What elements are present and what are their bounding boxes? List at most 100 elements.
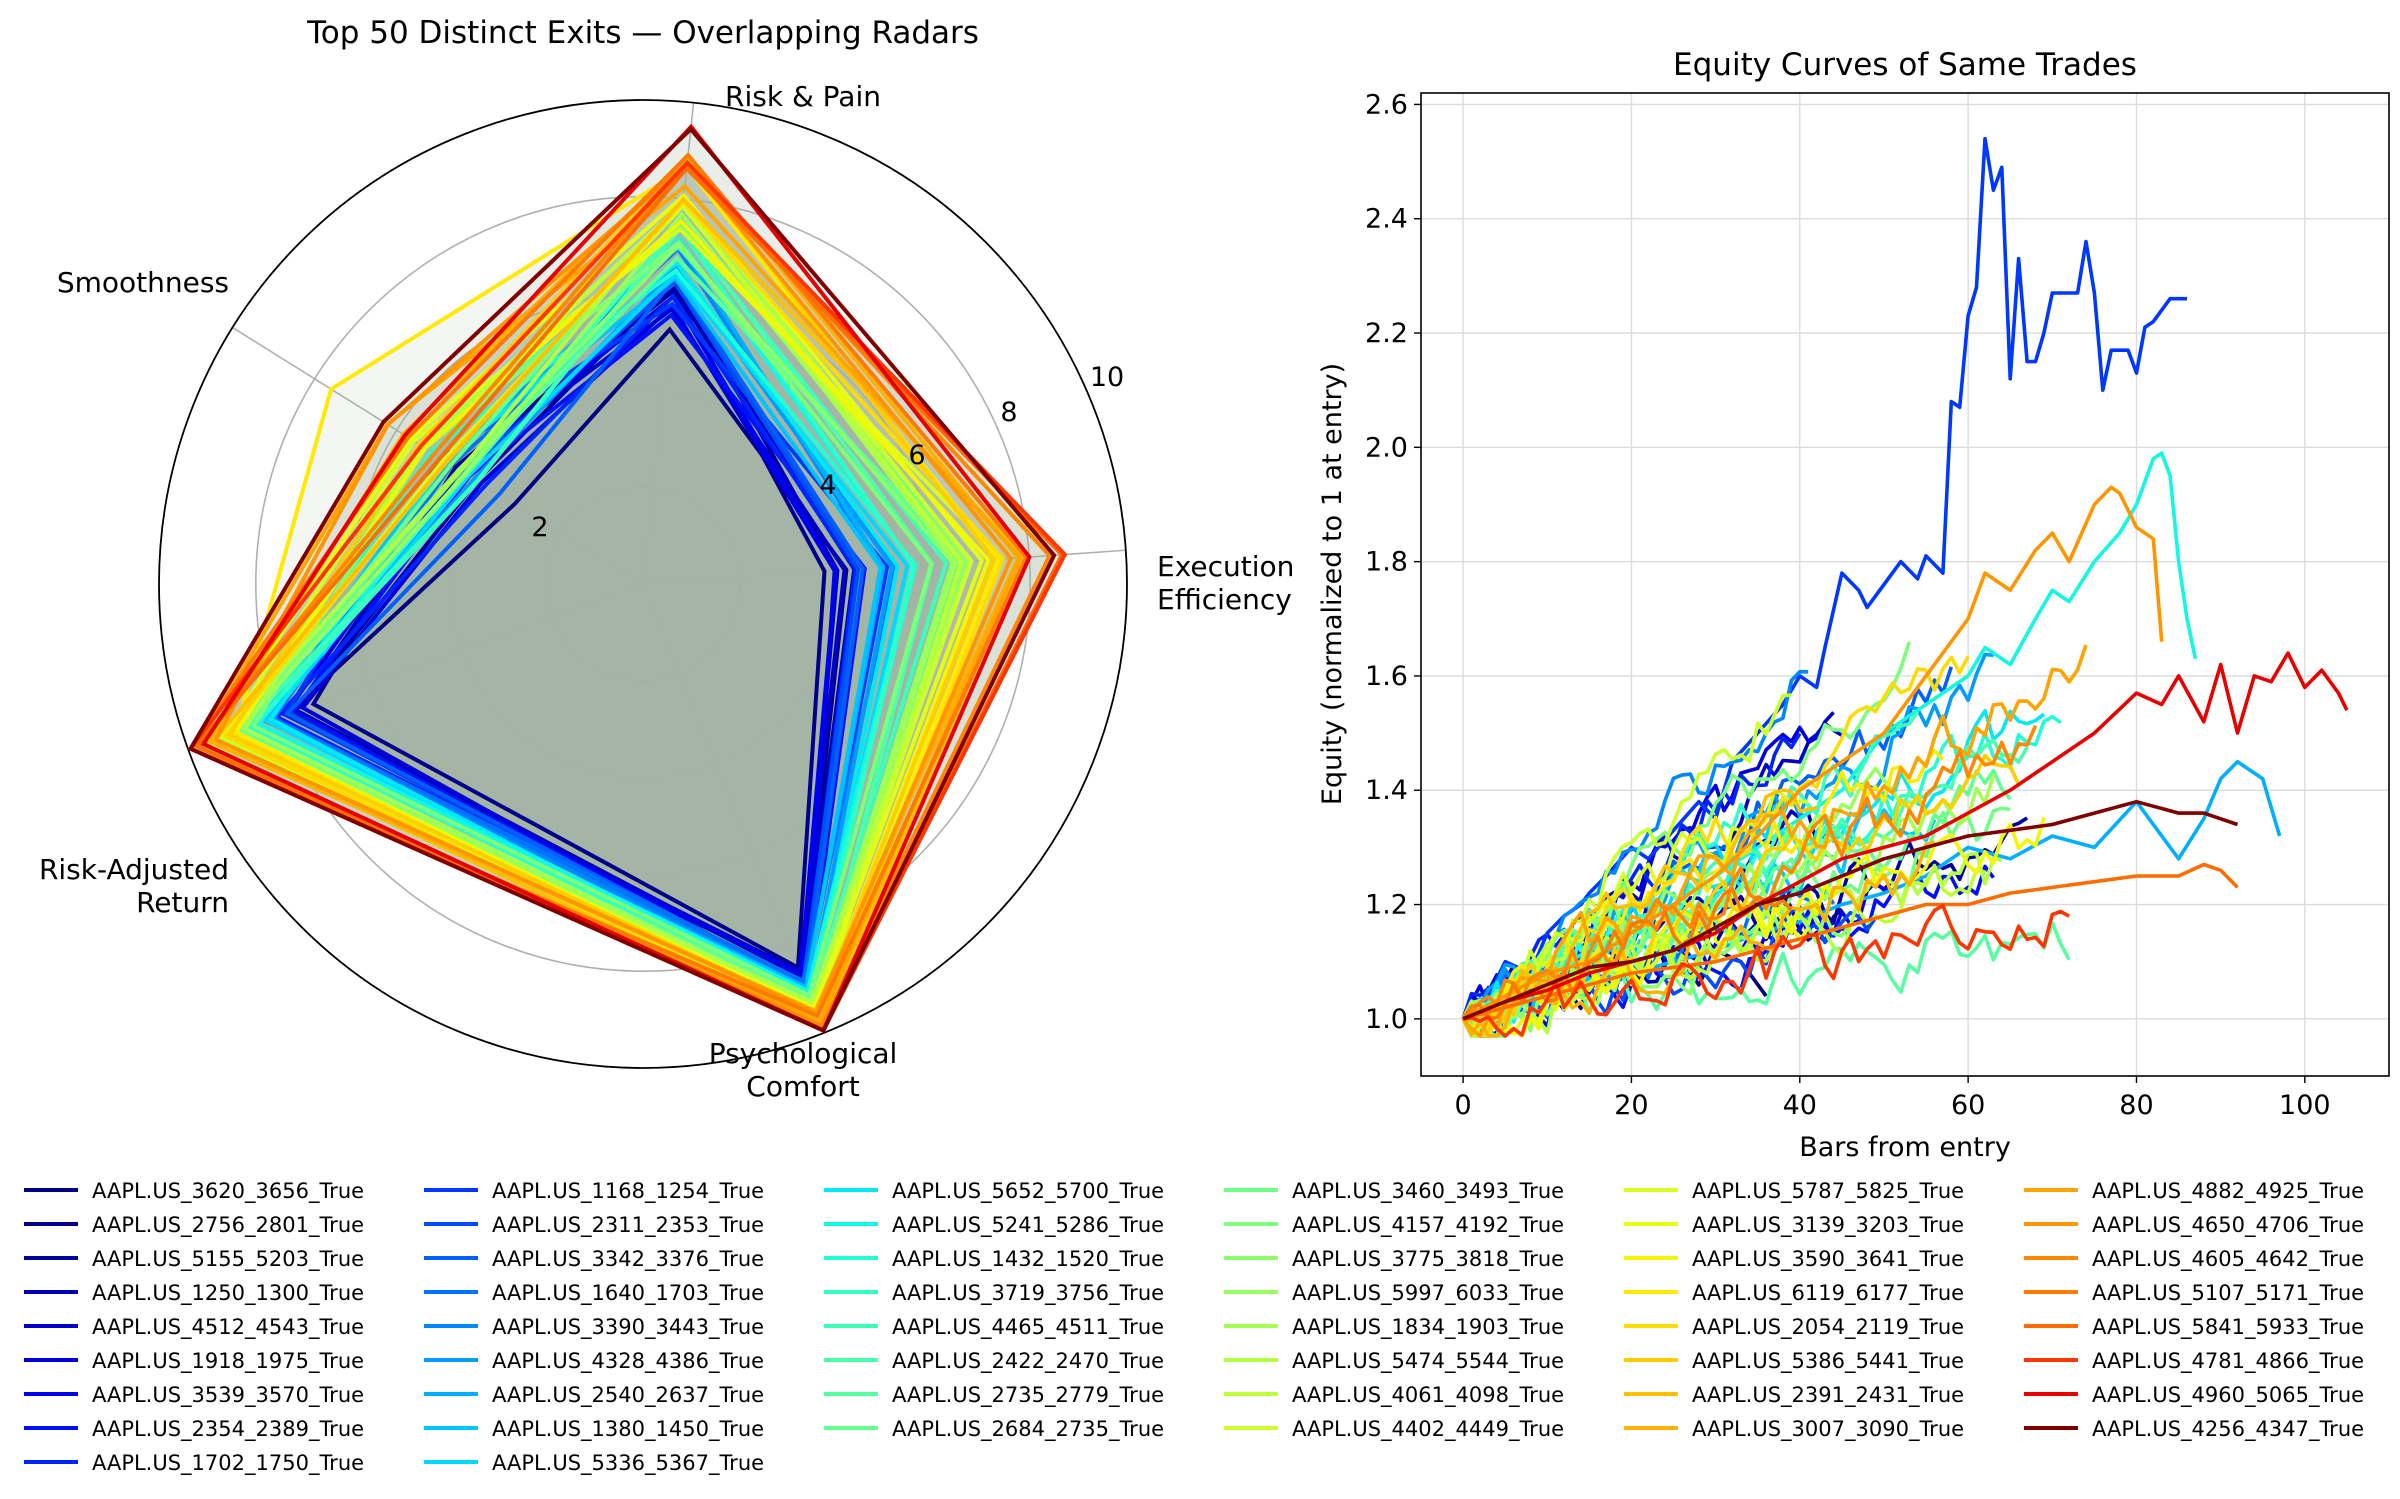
y-tick-label: 1.0 bbox=[1365, 1004, 1408, 1035]
x-tick-label: 20 bbox=[1614, 1090, 1648, 1121]
x-axis-label: Bars from entry bbox=[1799, 1132, 2011, 1163]
radar-axis-label-line: Risk & Pain bbox=[725, 80, 881, 113]
radar-tick-label: 2 bbox=[531, 512, 548, 543]
legend-label: AAPL.US_4157_4192_True bbox=[1292, 1213, 1564, 1238]
series-line bbox=[1462, 724, 2038, 1021]
radar-fill bbox=[284, 296, 836, 975]
radar-spoke bbox=[232, 326, 644, 585]
y-tick-label: 2.6 bbox=[1365, 89, 1408, 120]
radar-fill bbox=[285, 309, 845, 972]
legend-label: AAPL.US_4781_4866_True bbox=[2092, 1349, 2364, 1374]
radar-outer-frame bbox=[158, 99, 1128, 1069]
legend-label: AAPL.US_3139_3203_True bbox=[1692, 1213, 1964, 1238]
radar-fill bbox=[249, 270, 916, 996]
radar-polygon bbox=[187, 126, 1057, 1034]
radar-fill bbox=[256, 267, 892, 995]
legend-label: AAPL.US_5386_5441_True bbox=[1692, 1349, 1964, 1374]
series-line bbox=[1462, 788, 1817, 1029]
radar-grid bbox=[158, 99, 1128, 1069]
legend-label: AAPL.US_1432_1520_True bbox=[892, 1247, 1164, 1272]
y-axis-label: Equity (normalized to 1 at entry) bbox=[1317, 363, 1348, 805]
chart-grid bbox=[1421, 93, 2389, 1076]
legend: AAPL.US_3620_3656_True AAPL.US_2756_2801_… bbox=[24, 1179, 2364, 1476]
legend-label: AAPL.US_1168_1254_True bbox=[492, 1179, 764, 1204]
legend-label: AAPL.US_2422_2470_True bbox=[892, 1349, 1164, 1374]
legend-label: AAPL.US_3342_3376_True bbox=[492, 1247, 764, 1272]
radar-fill bbox=[293, 315, 865, 990]
x-tick-label: 60 bbox=[1951, 1090, 1985, 1121]
radar-polygons bbox=[187, 123, 1068, 1034]
x-tick-label: 0 bbox=[1454, 1090, 1471, 1121]
legend-label: AAPL.US_5997_6033_True bbox=[1292, 1281, 1564, 1306]
legend-label: AAPL.US_4960_5065_True bbox=[2092, 1383, 2364, 1408]
legend-label: AAPL.US_1918_1975_True bbox=[92, 1349, 364, 1374]
radar-line-group bbox=[187, 123, 1068, 1034]
legend-label: AAPL.US_3539_3570_True bbox=[92, 1383, 364, 1408]
legend-label: AAPL.US_6119_6177_True bbox=[1692, 1281, 1964, 1306]
radar-polygon bbox=[284, 274, 865, 989]
legend-label: AAPL.US_3620_3656_True bbox=[92, 1179, 364, 1204]
legend-label: AAPL.US_5787_5825_True bbox=[1692, 1179, 1964, 1204]
legend-label: AAPL.US_4512_4543_True bbox=[92, 1315, 364, 1340]
legend-label: AAPL.US_2311_2353_True bbox=[492, 1213, 764, 1238]
legend-label: AAPL.US_1250_1300_True bbox=[92, 1281, 364, 1306]
series-line bbox=[1462, 799, 2239, 1021]
radar-fill bbox=[271, 262, 898, 1001]
radar-fill bbox=[254, 242, 884, 987]
line-chart: Equity Curves of Same Trades 0 20 40 60 80 10… bbox=[1317, 47, 2390, 1163]
radar-polygon bbox=[212, 160, 1014, 1016]
legend-label: AAPL.US_2054_2119_True bbox=[1692, 1315, 1964, 1340]
legend-label: AAPL.US_2354_2389_True bbox=[92, 1417, 364, 1442]
legend-label: AAPL.US_1380_1450_True bbox=[492, 1417, 764, 1442]
legend-label: AAPL.US_2540_2637_True bbox=[492, 1383, 764, 1408]
radar-tick-label: 6 bbox=[908, 440, 925, 471]
legend-label: AAPL.US_2756_2801_True bbox=[92, 1213, 364, 1238]
radar-tick-label: 8 bbox=[1000, 397, 1017, 428]
legend-label: AAPL.US_1640_1703_True bbox=[492, 1281, 764, 1306]
radar-fill bbox=[288, 329, 847, 977]
series-line bbox=[1462, 903, 2070, 1038]
legend-label: AAPL.US_2735_2779_True bbox=[892, 1383, 1164, 1408]
radar-ring bbox=[545, 486, 741, 682]
radar-polygon bbox=[242, 201, 958, 1010]
radar-title: Top 50 Distinct Exits — Overlapping Rada… bbox=[306, 15, 979, 51]
legend-label: AAPL.US_1702_1750_True bbox=[92, 1451, 364, 1476]
legend-label: AAPL.US_4256_4347_True bbox=[2092, 1417, 2364, 1442]
legend-label: AAPL.US_5474_5544_True bbox=[1292, 1349, 1564, 1374]
legend-label: AAPL.US_3390_3443_True bbox=[492, 1315, 764, 1340]
legend-label: AAPL.US_3719_3756_True bbox=[892, 1281, 1164, 1306]
y-tick-label: 1.6 bbox=[1365, 661, 1408, 692]
legend-label: AAPL.US_2391_2431_True bbox=[1692, 1383, 1964, 1408]
chart-ticks: 0 20 40 60 80 100 1.0 1.2 1.4 1.6 1.8 2.0 2.2 2.4 2.6 bbox=[1365, 89, 2331, 1121]
radar-polygon bbox=[200, 123, 1032, 1034]
y-tick-label: 2.4 bbox=[1365, 204, 1408, 235]
legend-label: AAPL.US_2684_2735_True bbox=[892, 1417, 1164, 1442]
radar-axis-label-line: Return bbox=[136, 886, 229, 919]
radar-fill bbox=[296, 288, 855, 977]
legend-label: AAPL.US_5155_5203_True bbox=[92, 1247, 364, 1272]
legend-label: AAPL.US_5336_5367_True bbox=[492, 1451, 764, 1476]
legend-label: AAPL.US_5652_5700_True bbox=[892, 1179, 1164, 1204]
radar-tick-label: 4 bbox=[819, 470, 836, 501]
legend-label: AAPL.US_3590_3641_True bbox=[1692, 1247, 1964, 1272]
radar-chart: Top 50 Distinct Exits — Overlapping Rada… bbox=[39, 15, 1294, 1103]
y-tick-label: 2.0 bbox=[1365, 432, 1408, 463]
radar-axis-label: Risk-Adjusted Return bbox=[39, 853, 229, 919]
series-line bbox=[1461, 887, 1793, 1021]
series-line bbox=[1461, 655, 1970, 1030]
radar-axis-label-line: Smoothness bbox=[57, 266, 229, 299]
radar-axis-label-line: Execution bbox=[1157, 550, 1294, 583]
radar-axis-label: Smoothness bbox=[57, 266, 229, 299]
legend-label: AAPL.US_3007_3090_True bbox=[1692, 1417, 1964, 1442]
radar-fill bbox=[273, 263, 896, 982]
radar-axis-label-line: Risk-Adjusted bbox=[39, 853, 229, 886]
legend-label: AAPL.US_4882_4925_True bbox=[2092, 1179, 2364, 1204]
radar-polygon bbox=[232, 218, 991, 1018]
radar-axis-label-line: Comfort bbox=[746, 1070, 859, 1103]
x-tick-label: 40 bbox=[1783, 1090, 1817, 1121]
y-tick-label: 1.2 bbox=[1365, 890, 1408, 921]
chart-title: Equity Curves of Same Trades bbox=[1673, 47, 2137, 83]
y-tick-label: 1.8 bbox=[1365, 547, 1408, 578]
radar-fill bbox=[302, 305, 835, 989]
legend-label: AAPL.US_4402_4449_True bbox=[1292, 1417, 1564, 1442]
